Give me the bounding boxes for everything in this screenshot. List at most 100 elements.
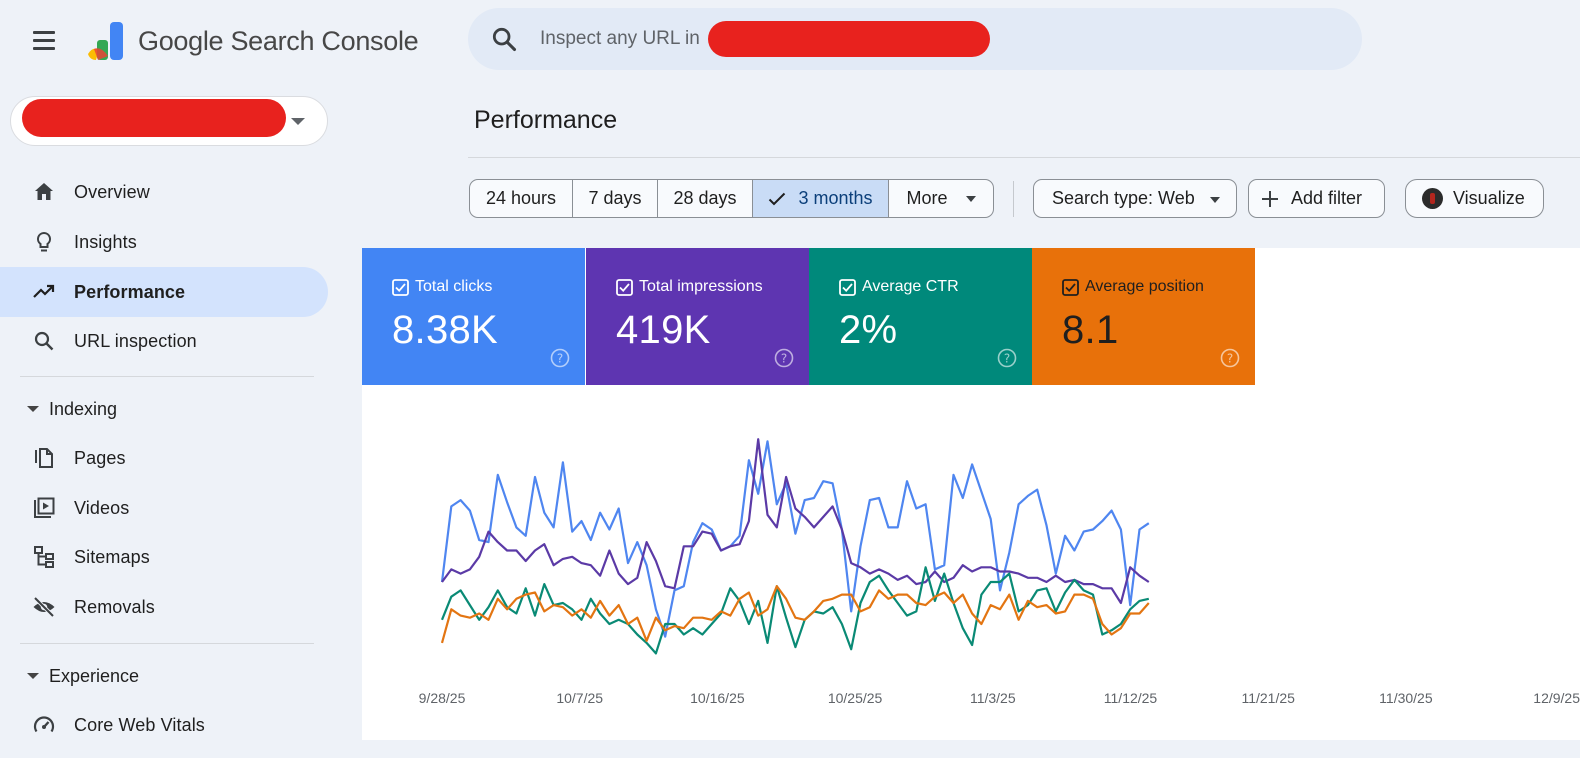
section-indexing[interactable]: Indexing: [0, 389, 328, 429]
series-line-total-impressions: [441, 438, 1150, 605]
metric-value: 8.1: [1062, 308, 1119, 352]
x-tick-label: 12/9/25: [1533, 690, 1580, 706]
x-tick-label: 11/30/25: [1379, 690, 1433, 706]
sidebar-divider: [20, 643, 314, 644]
range-7-days[interactable]: 7 days: [573, 180, 658, 217]
chart-x-axis: 9/28/25 10/7/25 10/16/25 10/25/25 11/3/25 11/…: [0, 690, 1580, 712]
x-tick-label: 11/12/25: [1103, 690, 1158, 706]
header-divider: [468, 157, 1580, 158]
metric-value: 8.38K: [392, 308, 499, 352]
sidebar-divider: [20, 376, 314, 377]
search-console-logo: [88, 22, 123, 60]
search-icon: [34, 331, 54, 351]
product-name: Google Search Console: [138, 26, 419, 57]
series-line-total-clicks: [440, 440, 1150, 638]
toolbar-divider: [1013, 181, 1014, 217]
series-line-average-position: [440, 585, 1150, 644]
menu-icon[interactable]: [24, 22, 64, 58]
redaction-mark: [22, 99, 286, 137]
add-filter-label: Add filter: [1291, 188, 1363, 208]
metric-total-clicks[interactable]: Total clicks 8.38K ?: [362, 248, 585, 385]
lightbulb-icon: [36, 231, 52, 252]
checkbox-checked-icon[interactable]: [392, 279, 409, 296]
metric-label: Total clicks: [415, 278, 493, 295]
x-tick-label: 10/7/25: [556, 690, 604, 706]
sidebar-item-label: Pages: [74, 448, 126, 468]
svg-text:?: ?: [781, 352, 787, 366]
svg-text:?: ?: [1227, 352, 1233, 366]
range-3-months[interactable]: 3 months: [753, 180, 889, 217]
redaction-mark: [708, 21, 990, 57]
range-label: More: [906, 188, 948, 208]
sidebar-item-overview[interactable]: Overview: [0, 167, 328, 217]
checkbox-checked-icon[interactable]: [616, 279, 633, 296]
sidebar-item-videos[interactable]: Videos: [0, 483, 328, 533]
sidebar-item-label: Overview: [74, 182, 150, 202]
range-28-days[interactable]: 28 days: [658, 180, 753, 217]
checkbox-checked-icon[interactable]: [839, 279, 856, 296]
metric-label: Total impressions: [639, 278, 763, 295]
eye-off-icon: [33, 596, 55, 618]
speed-gauge-icon: [33, 716, 55, 733]
brand-google: Google: [138, 26, 224, 56]
range-24-hours[interactable]: 24 hours: [470, 180, 573, 217]
sidebar-item-label: URL inspection: [74, 331, 197, 351]
add-filter-button[interactable]: Add filter: [1248, 179, 1385, 218]
metric-label: Average position: [1085, 278, 1204, 295]
search-icon: [492, 27, 517, 52]
sidebar-item-sitemaps[interactable]: Sitemaps: [0, 532, 328, 582]
date-range-selector: 24 hours 7 days 28 days 3 months More: [469, 179, 994, 218]
x-tick-label: 11/3/25: [969, 690, 1016, 706]
help-icon[interactable]: ?: [774, 348, 794, 368]
x-tick-label: 11/21/25: [1241, 690, 1295, 706]
caret-down-icon: [27, 406, 39, 412]
sidebar-item-removals[interactable]: Removals: [0, 582, 328, 632]
page-title: Performance: [474, 106, 618, 134]
help-icon[interactable]: ?: [550, 348, 570, 368]
sidebar-item-performance[interactable]: Performance: [0, 267, 328, 317]
help-icon[interactable]: ?: [997, 348, 1017, 368]
sidebar-item-insights[interactable]: Insights: [0, 217, 328, 267]
section-label: Indexing: [49, 399, 118, 419]
check-icon: [769, 192, 786, 205]
series-line-average-ctr: [440, 566, 1150, 655]
svg-text:?: ?: [1004, 352, 1010, 366]
x-tick-label: 10/25/25: [827, 690, 883, 706]
metric-value: 2%: [839, 308, 898, 352]
sidebar-item-core-web-vitals[interactable]: Core Web Vitals: [0, 700, 328, 750]
x-tick-label: 9/28/25: [418, 690, 466, 706]
metric-total-impressions[interactable]: Total impressions 419K ?: [586, 248, 809, 385]
range-more[interactable]: More: [889, 180, 993, 217]
caret-down-icon: [27, 673, 39, 679]
metric-value: 419K: [616, 308, 711, 352]
section-label: Experience: [49, 666, 140, 686]
sitemap-icon: [34, 546, 54, 568]
brand-product: Search Console: [230, 26, 419, 56]
sidebar-item-label: Insights: [74, 232, 137, 252]
checkbox-checked-icon[interactable]: [1062, 279, 1079, 296]
sidebar-item-label: Removals: [74, 597, 155, 617]
video-icon: [34, 497, 55, 518]
visualize-label: Visualize: [1453, 188, 1525, 208]
sidebar-item-pages[interactable]: Pages: [0, 433, 328, 483]
sidebar-item-label: Sitemaps: [74, 547, 150, 567]
search-type-dropdown[interactable]: Search type: Web: [1033, 179, 1237, 218]
svg-text:?: ?: [557, 352, 563, 366]
chevron-down-icon: [965, 195, 976, 202]
visualize-button[interactable]: Visualize: [1405, 179, 1544, 218]
section-experience[interactable]: Experience: [0, 656, 328, 696]
metric-label: Average CTR: [862, 278, 959, 295]
plus-icon: [1262, 190, 1278, 207]
search-type-label: Search type: Web: [1052, 188, 1195, 208]
chevron-down-icon: [1210, 197, 1220, 203]
chart-svg: [440, 438, 1150, 655]
metric-average-ctr[interactable]: Average CTR 2% ?: [809, 248, 1032, 385]
sidebar-item-label: Videos: [74, 498, 130, 518]
visualize-icon: [1422, 188, 1443, 209]
pages-icon: [35, 448, 53, 468]
range-label: 3 months: [798, 188, 873, 208]
help-icon[interactable]: ?: [1220, 348, 1240, 368]
sidebar-item-url-inspection[interactable]: URL inspection: [0, 316, 328, 366]
metric-average-position[interactable]: Average position 8.1 ?: [1032, 248, 1255, 385]
